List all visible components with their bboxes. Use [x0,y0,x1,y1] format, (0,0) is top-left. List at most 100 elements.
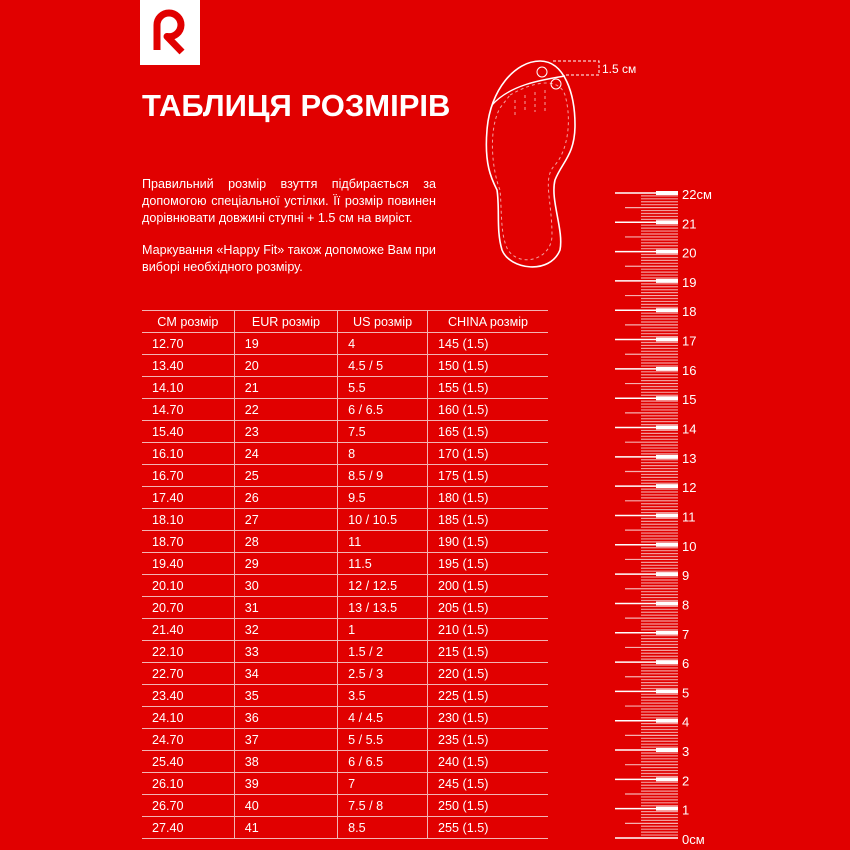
table-row: 18.70 28 11 190 (1.5) [142,530,548,553]
table-cell: 5 / 5.5 [337,728,428,751]
table-cell: 205 (1.5) [426,596,548,619]
table-cell: 19.40 [142,552,235,575]
table-cell: 15.40 [142,420,235,443]
table-cell: 27 [233,508,338,531]
table-cell: 7.5 / 8 [337,794,428,817]
ruler-label: 21 [682,216,696,231]
table-cell: 13 / 13.5 [337,596,428,619]
table-cell: 10 / 10.5 [337,508,428,531]
table-cell: 40 [233,794,338,817]
intro-paragraph: Маркування «Happy Fit» також допоможе Ва… [142,243,436,274]
table-cell: 27.40 [142,816,235,839]
table-cell: 2.5 / 3 [337,662,428,685]
table-row: 14.70 22 6 / 6.5 160 (1.5) [142,398,548,421]
happy-face-icon [550,78,562,90]
table-cell: 8 [337,442,428,465]
table-cell: 16.70 [142,464,235,487]
table-cell: 6 / 6.5 [337,750,428,773]
table-cell: 32 [233,618,338,641]
ruler-label: 22см [682,187,712,202]
intro-text: Правильний розмір взуття підбирається за… [142,176,436,291]
table-row: 24.10 36 4 / 4.5 230 (1.5) [142,706,548,729]
table-cell: 18.10 [142,508,235,531]
table-cell: 19 [233,332,338,355]
table-row: 23.40 35 3.5 225 (1.5) [142,684,548,707]
table-cell: 4.5 / 5 [337,354,428,377]
table-cell: 23 [233,420,338,443]
table-cell: 26.70 [142,794,235,817]
table-cell: 1.5 / 2 [337,640,428,663]
table-cell: 28 [233,530,338,553]
size-table: CM розмір EUR розмір US розмір CHINA розмір… [142,310,548,839]
table-cell: 195 (1.5) [426,552,548,575]
ruler-label: 14 [682,422,696,437]
table-cell: 16.10 [142,442,235,465]
table-cell: 13.40 [142,354,235,377]
table-cell: 36 [233,706,338,729]
table-cell: 20.70 [142,596,235,619]
table-cell: 220 (1.5) [426,662,548,685]
table-cell: 30 [233,574,338,597]
table-cell: 245 (1.5) [426,772,548,795]
table-cell: 33 [233,640,338,663]
ruler-label: 12 [682,480,696,495]
insole-outline [485,60,576,268]
table-cell: 5.5 [337,376,428,399]
table-cell: 22 [233,398,338,421]
table-cell: 235 (1.5) [426,728,548,751]
table-cell: 39 [233,772,338,795]
table-row: 15.40 23 7.5 165 (1.5) [142,420,548,443]
sad-face-icon [536,66,548,78]
table-cell: 35 [233,684,338,707]
table-cell: 37 [233,728,338,751]
ruler-label: 7 [682,627,689,642]
table-row: 22.70 34 2.5 / 3 220 (1.5) [142,662,548,685]
table-cell: 24.10 [142,706,235,729]
table-cell: 24 [233,442,338,465]
table-cell: 21.40 [142,618,235,641]
table-cell: 160 (1.5) [426,398,548,421]
allowance-label: 1.5 см [602,62,636,76]
table-cell: 25.40 [142,750,235,773]
table-row: 25.40 38 6 / 6.5 240 (1.5) [142,750,548,773]
ruler-label: 2 [682,773,689,788]
table-cell: 26.10 [142,772,235,795]
ruler-label: 8 [682,597,689,612]
table-cell: 38 [233,750,338,773]
table-row: 16.70 25 8.5 / 9 175 (1.5) [142,464,548,487]
table-cell: 12.70 [142,332,235,355]
table-cell: 170 (1.5) [426,442,548,465]
r-logo-icon [153,9,185,55]
ruler-label: 3 [682,744,689,759]
ruler-label: 20 [682,246,696,261]
table-cell: 9.5 [337,486,428,509]
table-cell: 34 [233,662,338,685]
ruler-label: 10 [682,539,696,554]
table-cell: 7.5 [337,420,428,443]
table-row: 16.10 24 8 170 (1.5) [142,442,548,465]
table-cell: 24.70 [142,728,235,751]
table-cell: 11.5 [337,552,428,575]
column-header: CM розмір [142,310,235,333]
table-row: 18.10 27 10 / 10.5 185 (1.5) [142,508,548,531]
table-row: 19.40 29 11.5 195 (1.5) [142,552,548,575]
foot-insole-diagram: 1.5 см [485,60,636,268]
table-row: 17.40 26 9.5 180 (1.5) [142,486,548,509]
table-cell: 23.40 [142,684,235,707]
intro-paragraph: Правильний розмір взуття підбирається за… [142,177,436,225]
table-cell: 230 (1.5) [426,706,548,729]
ruler-label: 11 [682,509,696,524]
table-cell: 12 / 12.5 [337,574,428,597]
ruler-label: 5 [682,685,689,700]
ruler-label: 15 [682,392,696,407]
ruler-label: 18 [682,304,696,319]
table-row: 14.10 21 5.5 155 (1.5) [142,376,548,399]
table-cell: 250 (1.5) [426,794,548,817]
table-cell: 14.10 [142,376,235,399]
table-cell: 210 (1.5) [426,618,548,641]
toe-line [491,75,566,106]
table-cell: 8.5 [337,816,428,839]
table-cell: 240 (1.5) [426,750,548,773]
page-title: ТАБЛИЦЯ РОЗМІРІВ [142,88,451,123]
